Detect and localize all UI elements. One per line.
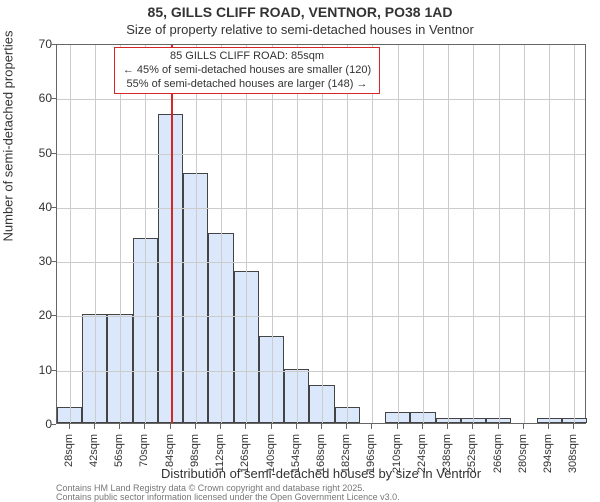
x-tick-label: 224sqm [416, 434, 428, 494]
grid-hline [57, 99, 585, 100]
y-tick-mark [51, 424, 56, 425]
y-tick-label: 20 [12, 308, 52, 322]
grid-vline [297, 45, 298, 423]
x-tick-mark [220, 424, 221, 429]
x-tick-mark [144, 424, 145, 429]
grid-hline [57, 371, 585, 372]
grid-hline [57, 316, 585, 317]
grid-vline [120, 45, 121, 423]
x-tick-mark [498, 424, 499, 429]
y-tick-mark [51, 44, 56, 45]
y-tick-label: 50 [12, 146, 52, 160]
grid-vline [145, 45, 146, 423]
grid-vline [246, 45, 247, 423]
x-tick-mark [422, 424, 423, 429]
grid-vline [524, 45, 525, 423]
x-tick-label: 294sqm [542, 434, 554, 494]
x-tick-mark [371, 424, 372, 429]
x-tick-mark [195, 424, 196, 429]
grid-vline [347, 45, 348, 423]
grid-vline [322, 45, 323, 423]
grid-vline [473, 45, 474, 423]
x-tick-mark [69, 424, 70, 429]
x-tick-label: 238sqm [441, 434, 453, 494]
grid-hline [57, 154, 585, 155]
x-tick-mark [271, 424, 272, 429]
y-tick-mark [51, 153, 56, 154]
y-tick-label: 30 [12, 254, 52, 268]
grid-vline [196, 45, 197, 423]
grid-vline [272, 45, 273, 423]
y-tick-mark [51, 315, 56, 316]
x-tick-mark [472, 424, 473, 429]
grid-vline [70, 45, 71, 423]
y-tick-label: 70 [12, 37, 52, 51]
y-tick-mark [51, 98, 56, 99]
y-tick-label: 0 [12, 417, 52, 431]
y-tick-mark [51, 261, 56, 262]
annotation-line2: ← 45% of semi-detached houses are smalle… [119, 64, 375, 78]
footer-attribution: Contains HM Land Registry data © Crown c… [56, 484, 400, 502]
grid-vline [549, 45, 550, 423]
annotation-line1: 85 GILLS CLIFF ROAD: 85sqm [119, 50, 375, 64]
x-tick-mark [170, 424, 171, 429]
grid-vline [574, 45, 575, 423]
x-tick-label: 252sqm [466, 434, 478, 494]
grid-vline [398, 45, 399, 423]
y-tick-mark [51, 207, 56, 208]
x-tick-label: 280sqm [517, 434, 529, 494]
y-tick-mark [51, 370, 56, 371]
footer-line2: Contains public sector information licen… [56, 493, 400, 502]
grid-hline [57, 208, 585, 209]
x-tick-mark [397, 424, 398, 429]
grid-vline [372, 45, 373, 423]
x-tick-mark [296, 424, 297, 429]
x-tick-mark [573, 424, 574, 429]
grid-hline [57, 262, 585, 263]
grid-vline [221, 45, 222, 423]
reference-line [171, 45, 173, 423]
plot-area: 85 GILLS CLIFF ROAD: 85sqm ← 45% of semi… [56, 44, 586, 424]
x-tick-mark [245, 424, 246, 429]
bars-layer [57, 45, 585, 423]
y-tick-label: 40 [12, 200, 52, 214]
grid-vline [423, 45, 424, 423]
y-tick-label: 60 [12, 91, 52, 105]
chart-container: 85, GILLS CLIFF ROAD, VENTNOR, PO38 1AD … [0, 0, 600, 500]
x-tick-label: 266sqm [492, 434, 504, 494]
grid-vline [499, 45, 500, 423]
chart-title-sub: Size of property relative to semi-detach… [0, 22, 600, 37]
y-tick-label: 10 [12, 363, 52, 377]
grid-vline [448, 45, 449, 423]
x-tick-label: 308sqm [567, 434, 579, 494]
annotation-line3: 55% of semi-detached houses are larger (… [119, 78, 375, 92]
x-tick-mark [321, 424, 322, 429]
chart-title-main: 85, GILLS CLIFF ROAD, VENTNOR, PO38 1AD [0, 4, 600, 20]
x-tick-mark [523, 424, 524, 429]
x-tick-mark [447, 424, 448, 429]
x-tick-mark [346, 424, 347, 429]
x-axis-label: Distribution of semi-detached houses by … [56, 466, 586, 481]
x-tick-mark [119, 424, 120, 429]
grid-vline [95, 45, 96, 423]
x-tick-mark [548, 424, 549, 429]
annotation-box: 85 GILLS CLIFF ROAD: 85sqm ← 45% of semi… [114, 47, 380, 94]
x-tick-mark [94, 424, 95, 429]
